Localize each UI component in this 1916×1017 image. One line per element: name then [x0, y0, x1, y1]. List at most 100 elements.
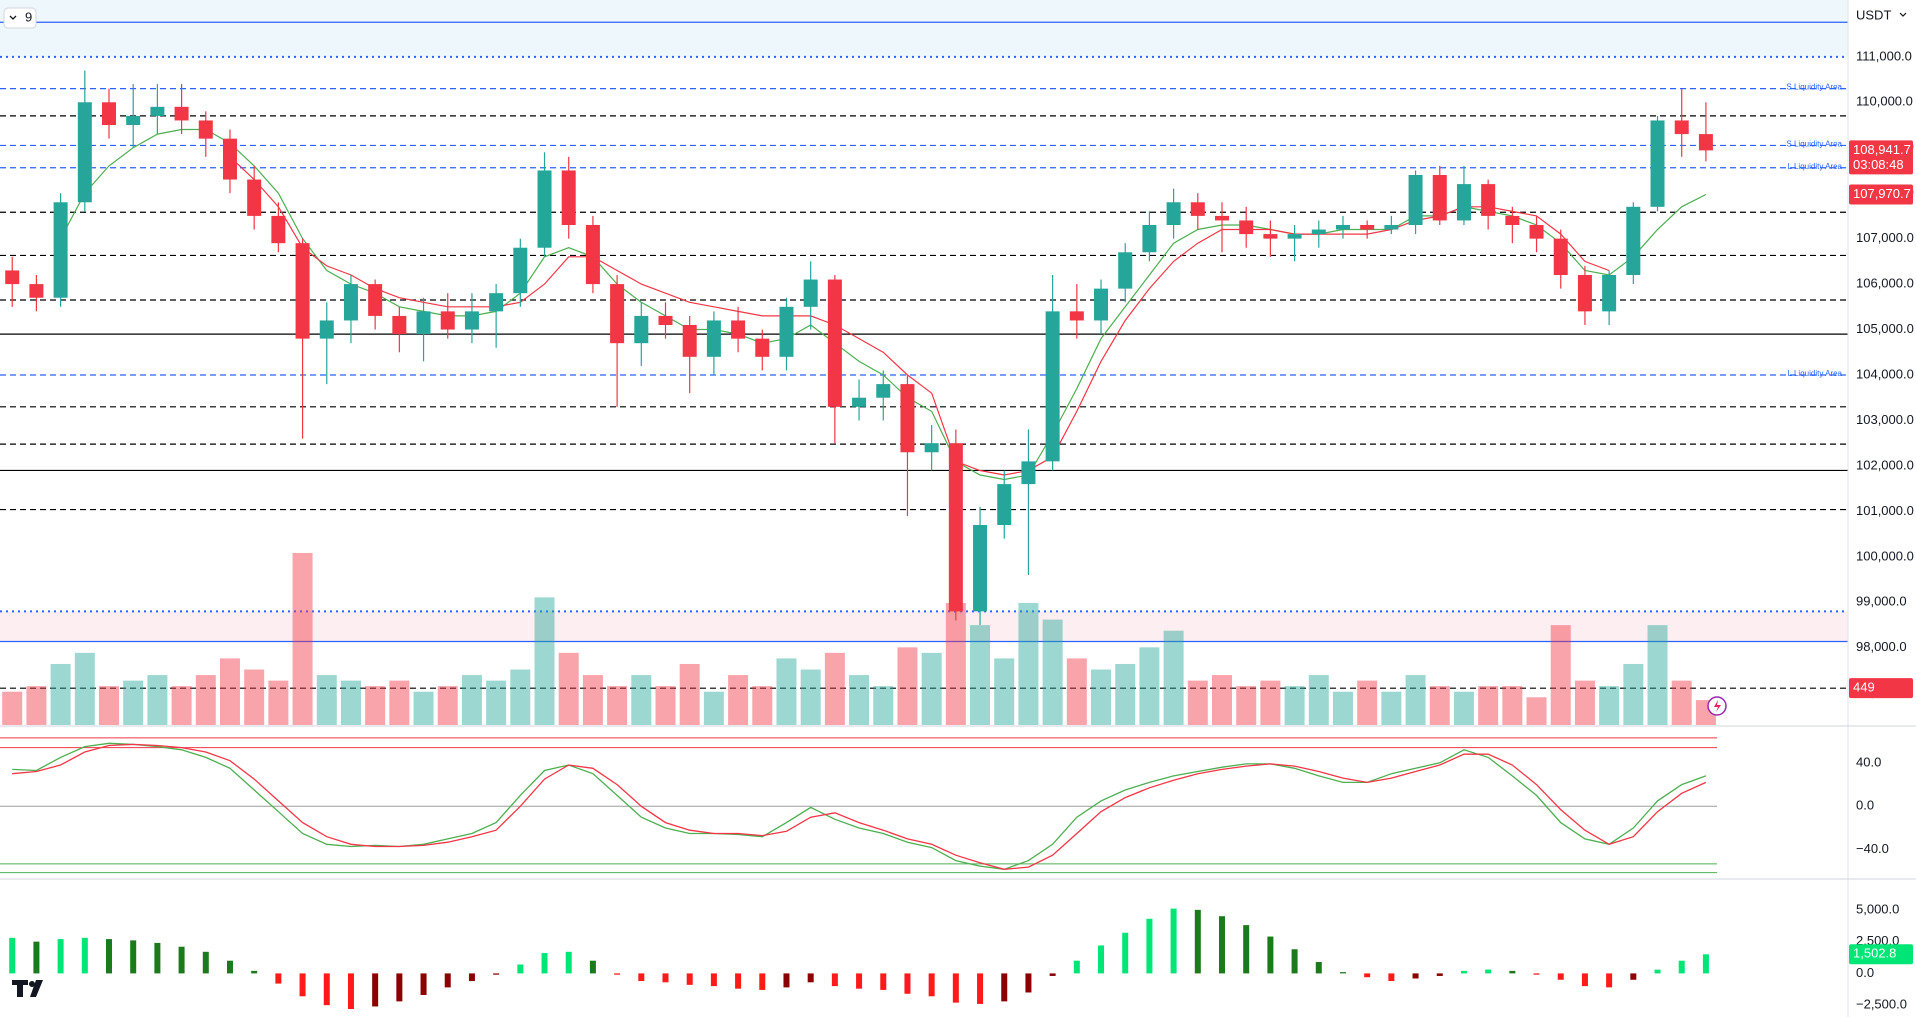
oscillator-line	[12, 743, 1707, 870]
volume-bar	[1671, 680, 1692, 725]
histogram-bar	[1001, 973, 1008, 1002]
price-tag-label: 449	[1853, 680, 1875, 695]
volume-bar	[849, 675, 870, 725]
logo-part	[29, 981, 35, 987]
candle-body	[1384, 225, 1399, 230]
histogram-bar	[9, 937, 16, 974]
histogram-bar	[81, 937, 88, 974]
histogram-bar	[1557, 973, 1564, 980]
volume-bar	[50, 663, 71, 725]
histogram-bar	[275, 973, 282, 984]
histogram-bar	[1073, 960, 1080, 974]
y-tick-label: 111,000.0	[1856, 48, 1912, 63]
histogram-bar	[1364, 973, 1371, 978]
candle-body	[1263, 234, 1278, 239]
volume-bar	[1018, 602, 1039, 725]
histogram-bar	[1170, 908, 1177, 974]
volume-bar	[74, 652, 95, 725]
candle-body	[1190, 202, 1205, 216]
volume-bar	[365, 686, 386, 725]
price-tag-label: 108,941.7	[1853, 142, 1911, 157]
volume-bar	[679, 663, 700, 725]
candle-body	[1577, 275, 1592, 312]
histogram-bar	[33, 941, 40, 974]
volume-bar	[1139, 647, 1160, 725]
candle-body	[222, 138, 237, 180]
y-tick-label: 103,000.0	[1856, 412, 1914, 427]
y-tick-label: 98,000.0	[1856, 639, 1907, 654]
histogram-bar	[1098, 945, 1105, 974]
y-tick-label: 105,000.0	[1856, 321, 1914, 336]
volume-bar	[1042, 619, 1063, 725]
volume-bar	[26, 686, 47, 725]
candle-body	[343, 284, 358, 321]
histogram-bar	[130, 940, 137, 974]
candle-body	[319, 320, 334, 339]
legend-toggle[interactable]	[3, 7, 37, 29]
histogram-bar	[1315, 961, 1322, 974]
histogram-bar	[347, 973, 354, 1009]
candle-body	[247, 179, 262, 216]
histogram-bar	[1654, 969, 1661, 974]
candle-body	[77, 102, 92, 203]
currency-menu[interactable]	[1899, 12, 1907, 17]
volume-bar	[461, 675, 482, 725]
oscillator-line	[12, 742, 1707, 870]
candle-body	[1360, 225, 1375, 230]
volume-bar	[1429, 686, 1450, 725]
candle-body	[1335, 225, 1350, 230]
candle-body	[876, 384, 891, 398]
volume-bar	[123, 680, 144, 725]
histogram-bar	[1291, 949, 1298, 974]
volume-bar	[316, 675, 337, 725]
y-tick-label: 110,000.0	[1856, 94, 1913, 109]
histogram-bar	[831, 973, 838, 987]
histogram-bar	[565, 951, 572, 974]
candle-body	[513, 247, 528, 294]
volume-bar	[340, 680, 361, 725]
candle-body	[827, 279, 842, 407]
histogram-bar	[1194, 909, 1201, 974]
histogram-bar	[1581, 973, 1588, 987]
volume-bar	[873, 686, 894, 725]
histogram-bar	[372, 973, 379, 1007]
y-tick-label: 106,000.0	[1856, 276, 1914, 291]
volume-bar	[703, 691, 724, 725]
histogram-bar	[977, 973, 984, 1004]
histogram-bar	[1146, 918, 1153, 974]
histogram-bar	[1267, 936, 1274, 974]
candle-body	[416, 311, 431, 335]
volume-bar	[970, 625, 991, 725]
volume-bar	[1453, 691, 1474, 725]
plot-layer: S Liquidity Area S Liquidity Area L Liquid…	[0, 0, 1848, 1009]
candle-body	[1505, 215, 1520, 225]
candle-body	[1287, 234, 1302, 239]
volume-bar	[1647, 625, 1668, 725]
volume-bar	[1381, 691, 1402, 725]
y-tick-label: 100,000.0	[1856, 548, 1914, 563]
volume-bar	[389, 680, 410, 725]
candle-body	[585, 225, 600, 285]
candle-body	[392, 315, 407, 335]
histogram-bar	[1049, 973, 1056, 976]
candle-body	[368, 284, 383, 316]
alert-icon[interactable]	[1707, 696, 1727, 716]
y-tick-label: 5,000.0	[1856, 901, 1899, 916]
histogram-bar	[1122, 932, 1129, 974]
histogram-bar	[299, 973, 306, 997]
candle-body	[731, 320, 746, 339]
histogram-bar	[541, 953, 548, 974]
y-tick-label: 104,000.0	[1856, 366, 1914, 381]
volume-bar	[897, 647, 918, 725]
price-tag-label: 107,970.7	[1853, 186, 1911, 201]
histogram-bar	[856, 973, 863, 989]
candle-body	[706, 320, 721, 357]
y-tick-label: 0.0	[1856, 965, 1874, 980]
candle-body	[1094, 288, 1109, 321]
volume-bar	[776, 658, 797, 725]
volume-bar	[1574, 680, 1595, 725]
candle-body	[803, 279, 818, 307]
candle-body	[464, 311, 479, 330]
histogram-bar	[759, 973, 766, 990]
histogram-bar	[178, 946, 185, 974]
